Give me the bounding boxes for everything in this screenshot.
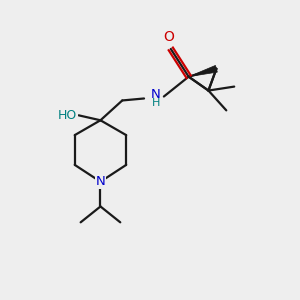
Text: N: N: [96, 175, 105, 188]
Text: HO: HO: [58, 109, 77, 122]
Text: H: H: [152, 98, 160, 108]
Polygon shape: [189, 65, 217, 77]
Text: O: O: [164, 30, 174, 44]
Text: N: N: [151, 88, 161, 101]
